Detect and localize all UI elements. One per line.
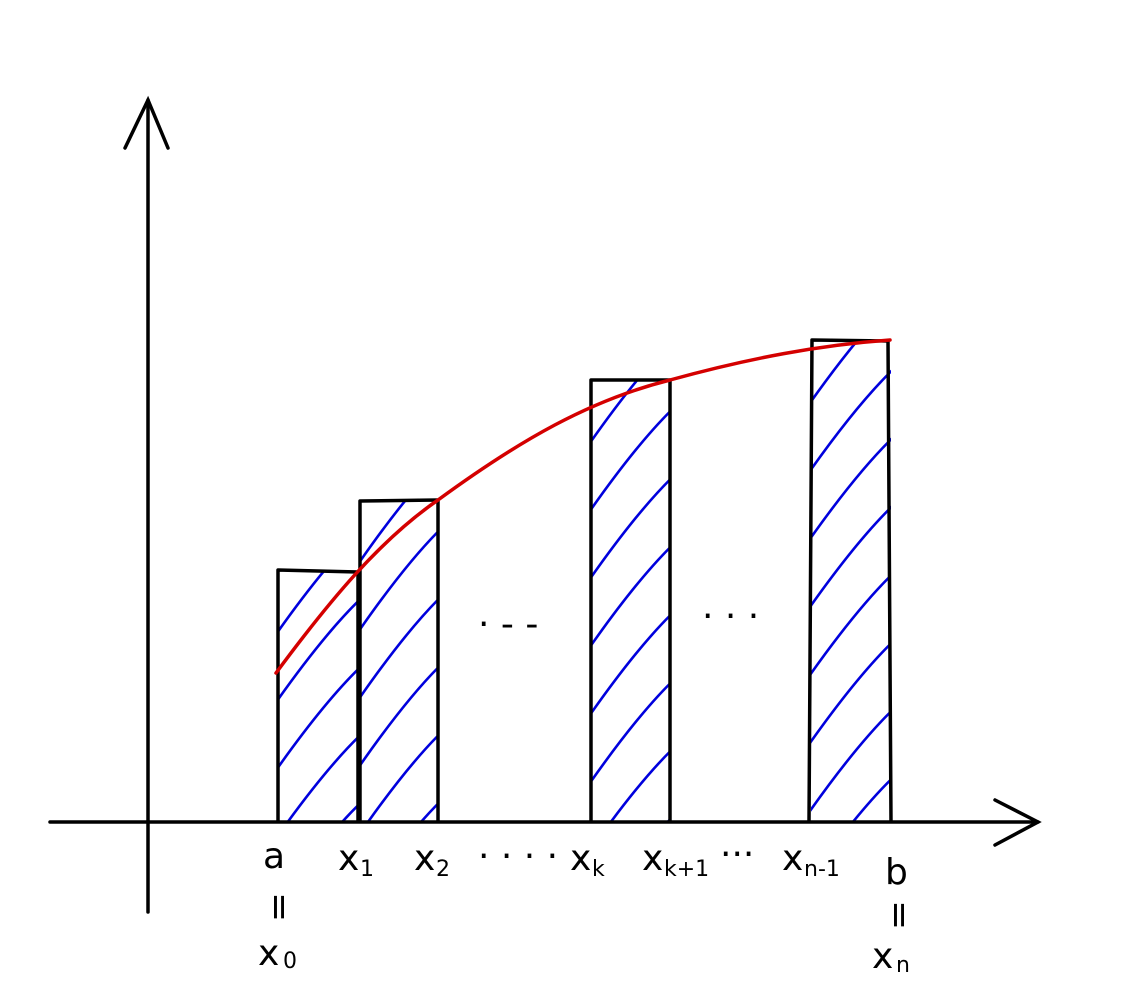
svg-text:x: x xyxy=(570,838,591,879)
hatch-group-3 xyxy=(585,380,680,994)
y-axis xyxy=(123,95,170,914)
hatch-line xyxy=(286,733,360,822)
hatch-line xyxy=(278,597,360,702)
hatch-line xyxy=(591,409,670,512)
rectangle-k xyxy=(589,378,672,822)
hatch-line xyxy=(851,777,891,822)
ellipsis-1: · · · · xyxy=(478,836,558,877)
equals-b: = xyxy=(879,900,920,930)
hatch-line xyxy=(360,500,408,564)
x-axis xyxy=(48,798,1042,847)
svg-text:1: 1 xyxy=(360,857,374,882)
hatch-line xyxy=(591,613,670,716)
equals-a: = xyxy=(259,892,300,922)
label-xk: x k xyxy=(570,838,605,882)
label-x2: x 2 xyxy=(414,838,450,882)
label-a: a xyxy=(263,836,285,877)
function-curve xyxy=(274,338,892,675)
svg-text:x: x xyxy=(414,838,435,879)
hatch-line xyxy=(360,665,438,768)
hatch-line xyxy=(591,681,670,784)
label-x1: x 1 xyxy=(338,838,374,882)
label-b: b xyxy=(885,852,908,893)
hatch-line xyxy=(585,878,680,994)
hatch-line xyxy=(811,641,891,744)
hatch-group-4 xyxy=(811,340,891,822)
hatch-line xyxy=(591,477,670,580)
svg-text:x: x xyxy=(782,838,803,879)
label-xk-plus-1: x k+1 xyxy=(642,838,709,882)
svg-text:x: x xyxy=(872,936,893,977)
label-x0: x 0 xyxy=(258,933,297,974)
hatch-line xyxy=(811,369,891,472)
label-xn-minus-1: x n-1 xyxy=(782,838,840,882)
svg-text:0: 0 xyxy=(283,949,297,974)
rectangle-2 xyxy=(358,498,440,822)
hatch-line xyxy=(278,665,360,770)
ellipsis-2: ··· xyxy=(720,834,754,875)
hatch-line xyxy=(811,709,891,812)
svg-text:k: k xyxy=(592,857,605,882)
rectangle-n xyxy=(807,338,893,823)
label-xn: x n xyxy=(872,936,910,978)
svg-text:k+1: k+1 xyxy=(664,857,709,882)
hatch-shading xyxy=(278,340,891,994)
hatch-line xyxy=(811,437,891,540)
svg-text:x: x xyxy=(338,838,359,879)
hatch-line xyxy=(366,733,438,822)
hatch-line xyxy=(360,529,438,632)
svg-text:2: 2 xyxy=(436,857,450,882)
svg-text:x: x xyxy=(642,838,663,879)
hatch-line xyxy=(591,545,670,648)
hatch-group-2 xyxy=(360,500,438,822)
svg-text:n-1: n-1 xyxy=(804,857,840,882)
hatch-line xyxy=(278,570,327,634)
ellipsis-middle-2: · · · xyxy=(702,596,759,637)
hatch-line xyxy=(609,749,670,822)
ellipsis-middle-1: · - - xyxy=(478,604,538,645)
rectangle-1 xyxy=(276,568,360,822)
svg-text:n: n xyxy=(896,953,910,978)
svg-text:x: x xyxy=(258,933,279,974)
hatch-line xyxy=(360,597,438,700)
hatch-line xyxy=(811,505,891,608)
hatch-line xyxy=(811,573,891,676)
